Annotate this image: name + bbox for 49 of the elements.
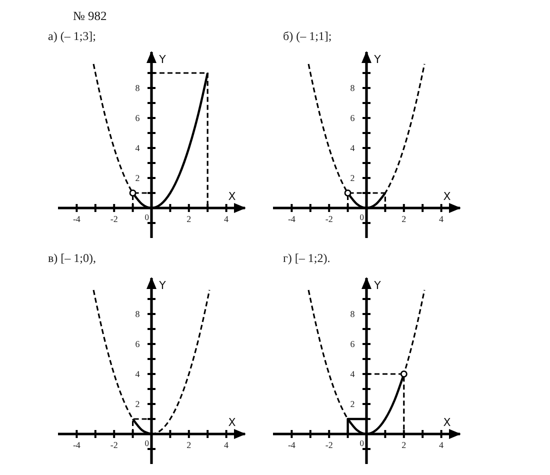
- x-tick-label: 4: [439, 440, 444, 450]
- x-tick-label: -2: [110, 214, 118, 224]
- x-tick-label: 4: [224, 440, 230, 450]
- y-tick-label: 2: [350, 173, 355, 183]
- x-tick-label: -4: [72, 214, 81, 224]
- y-tick-label: 2: [135, 399, 140, 409]
- y-tick-label: 8: [350, 309, 356, 319]
- x-axis-title: X: [228, 416, 236, 429]
- x-tick-label: 0: [144, 212, 150, 222]
- x-tick-label: -4: [288, 214, 296, 224]
- chart-title: в) [– 1;0),: [48, 251, 96, 265]
- x-tick-label: 0: [360, 438, 364, 448]
- chart-title: г) [– 1;2).: [283, 251, 330, 265]
- x-tick-label: 0: [144, 438, 150, 448]
- y-tick-label: 2: [350, 399, 355, 409]
- y-tick-label: 6: [350, 339, 356, 349]
- y-axis-title: Y: [373, 279, 382, 292]
- y-tick-label: 6: [135, 113, 140, 123]
- x-tick-label: -4: [72, 440, 81, 450]
- y-tick-label: 8: [135, 83, 140, 93]
- x-tick-label: -4: [288, 440, 296, 450]
- x-tick-label: -2: [325, 440, 333, 450]
- y-tick-label: 4: [135, 143, 140, 153]
- y-tick-label: 4: [350, 143, 356, 153]
- x-tick-label: 4: [224, 214, 230, 224]
- chart-title: б) (– 1;1];: [283, 29, 332, 43]
- y-tick-label: 6: [135, 339, 140, 349]
- y-axis-title: Y: [158, 279, 166, 292]
- x-tick-label: 4: [439, 214, 444, 224]
- x-tick-label: 2: [186, 214, 192, 224]
- y-tick-label: 4: [350, 369, 356, 379]
- x-tick-label: 2: [402, 440, 406, 450]
- chart-title: а) (– 1;3];: [48, 29, 96, 43]
- y-tick-label: 4: [135, 369, 140, 379]
- x-tick-label: -2: [110, 440, 118, 450]
- x-tick-label: -2: [325, 214, 333, 224]
- x-axis-title: X: [443, 416, 452, 429]
- x-axis-title: X: [228, 190, 236, 203]
- y-tick-label: 6: [350, 113, 356, 123]
- y-axis-title: Y: [373, 53, 382, 66]
- y-tick-label: 8: [350, 83, 356, 93]
- y-axis-title: Y: [158, 53, 166, 66]
- text: № 982: [73, 9, 107, 23]
- y-tick-label: 8: [135, 309, 140, 319]
- x-tick-label: 2: [402, 214, 406, 224]
- x-axis-title: X: [443, 190, 452, 203]
- x-tick-label: 0: [360, 212, 364, 222]
- x-tick-label: 2: [186, 440, 192, 450]
- y-tick-label: 2: [135, 173, 140, 183]
